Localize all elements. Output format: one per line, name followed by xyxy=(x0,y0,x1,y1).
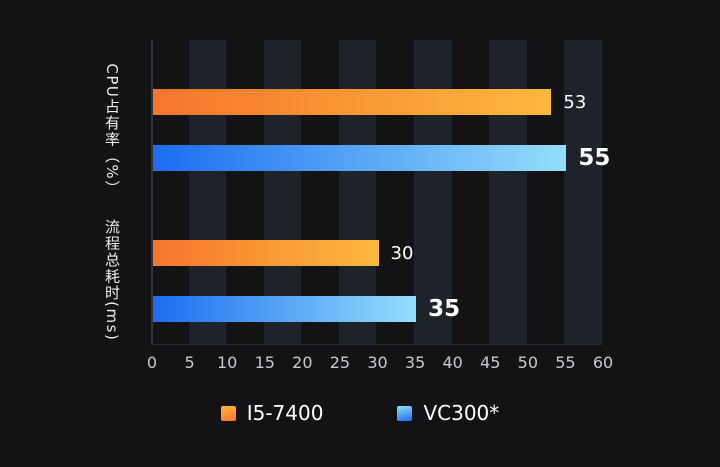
y-axis-label-cpu-usage: CPU占有率（%） xyxy=(103,63,121,197)
x-tick-10: 10 xyxy=(216,353,238,372)
legend-swatch-blue xyxy=(397,405,413,421)
x-tick-55: 55 xyxy=(555,353,576,372)
x-tick-50: 50 xyxy=(517,353,539,372)
bar-value-label: 35 xyxy=(428,296,461,322)
bar-vc300-group0 xyxy=(153,145,567,171)
legend-item-i5-7400: I5-7400 xyxy=(220,401,324,425)
bar-value-label: 30 xyxy=(390,242,414,264)
background-band xyxy=(489,40,527,344)
x-tick-30: 30 xyxy=(367,353,388,372)
x-tick-40: 40 xyxy=(442,353,463,372)
background-band xyxy=(564,40,602,344)
x-tick-15: 15 xyxy=(254,353,275,372)
x-tick-45: 45 xyxy=(480,353,501,372)
legend: I5-7400 VC300* xyxy=(0,401,720,425)
x-tick-5: 5 xyxy=(184,353,195,372)
x-tick-25: 25 xyxy=(329,353,351,372)
y-axis-label-total-process-time: 流程总耗时(ms) xyxy=(103,218,121,342)
x-tick-20: 20 xyxy=(292,353,313,372)
x-tick-35: 35 xyxy=(404,353,426,372)
legend-label-i5-7400: I5-7400 xyxy=(246,401,324,425)
legend-label-vc300: VC300* xyxy=(423,401,500,425)
bar-value-label: 55 xyxy=(578,145,611,171)
bar-i57400-group1 xyxy=(153,240,379,266)
bar-vc300-group1 xyxy=(153,296,417,322)
x-tick-60: 60 xyxy=(592,353,614,372)
plot-area: 53 30 55 35 xyxy=(151,40,610,345)
bar-i57400-group0 xyxy=(153,89,552,115)
legend-swatch-orange xyxy=(220,405,236,421)
legend-item-vc300: VC300* xyxy=(397,401,499,425)
bar-value-label: 53 xyxy=(563,91,587,113)
x-tick-0: 0 xyxy=(146,353,158,372)
